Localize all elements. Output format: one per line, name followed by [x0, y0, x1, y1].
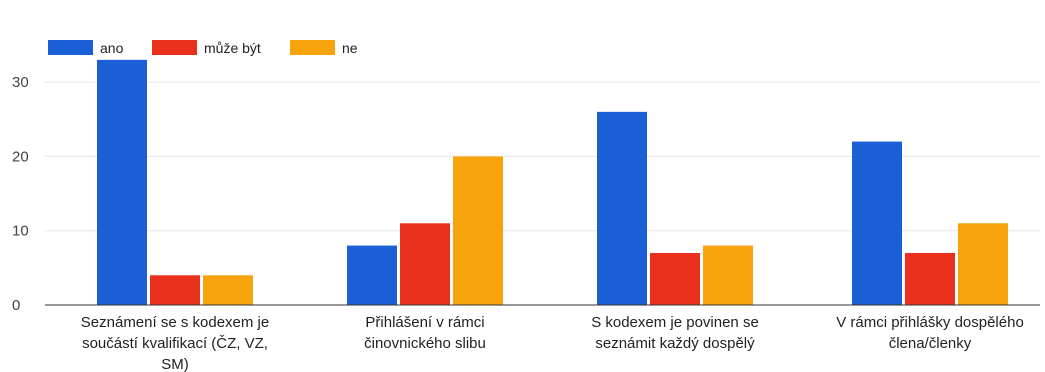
bar-může-být-3 — [905, 253, 955, 305]
category-label: Přihlášení v rámci — [365, 314, 484, 331]
category-label: seznámit každý dospělý — [595, 335, 755, 352]
category-label: člena/členky — [889, 335, 972, 352]
legend-label: ano — [100, 40, 124, 56]
legend-swatch-ano — [48, 40, 93, 55]
bar-ano-0 — [97, 59, 147, 305]
y-tick-label: 20 — [12, 148, 29, 165]
bar-ano-2 — [597, 111, 647, 305]
category-label: Seznámení se s kodexem je — [81, 314, 269, 331]
y-tick-label: 0 — [12, 297, 20, 314]
x-axis-category-labels: Seznámení se s kodexem je součástí kvalif… — [81, 314, 1024, 372]
bar-ne-0 — [203, 275, 253, 305]
bar-ano-3 — [852, 141, 902, 305]
legend: ano může být ne — [48, 40, 358, 56]
legend-swatch-ne — [290, 40, 335, 55]
category-label: V rámci přihlášky dospělého — [836, 314, 1024, 331]
category-label: SM) — [161, 356, 189, 372]
bar-může-být-2 — [650, 253, 700, 305]
bar-ne-3 — [958, 223, 1008, 305]
bars — [97, 59, 1008, 305]
category-label: S kodexem je povinen se — [591, 314, 759, 331]
y-tick-label: 10 — [12, 223, 29, 240]
y-tick-label: 30 — [12, 74, 29, 91]
bar-ne-1 — [453, 156, 503, 305]
bar-může-být-1 — [400, 223, 450, 305]
bar-ne-2 — [703, 245, 753, 305]
legend-label: může být — [204, 40, 261, 56]
legend-label: ne — [342, 40, 358, 56]
bar-ano-1 — [347, 245, 397, 305]
legend-swatch-může-být — [152, 40, 197, 55]
category-label: součástí kvalifikací (ČZ, VZ, — [82, 335, 268, 352]
category-label: činovnického slibu — [364, 335, 486, 352]
bar-může-být-0 — [150, 275, 200, 305]
y-axis-ticks: 0 10 20 30 — [12, 74, 29, 314]
